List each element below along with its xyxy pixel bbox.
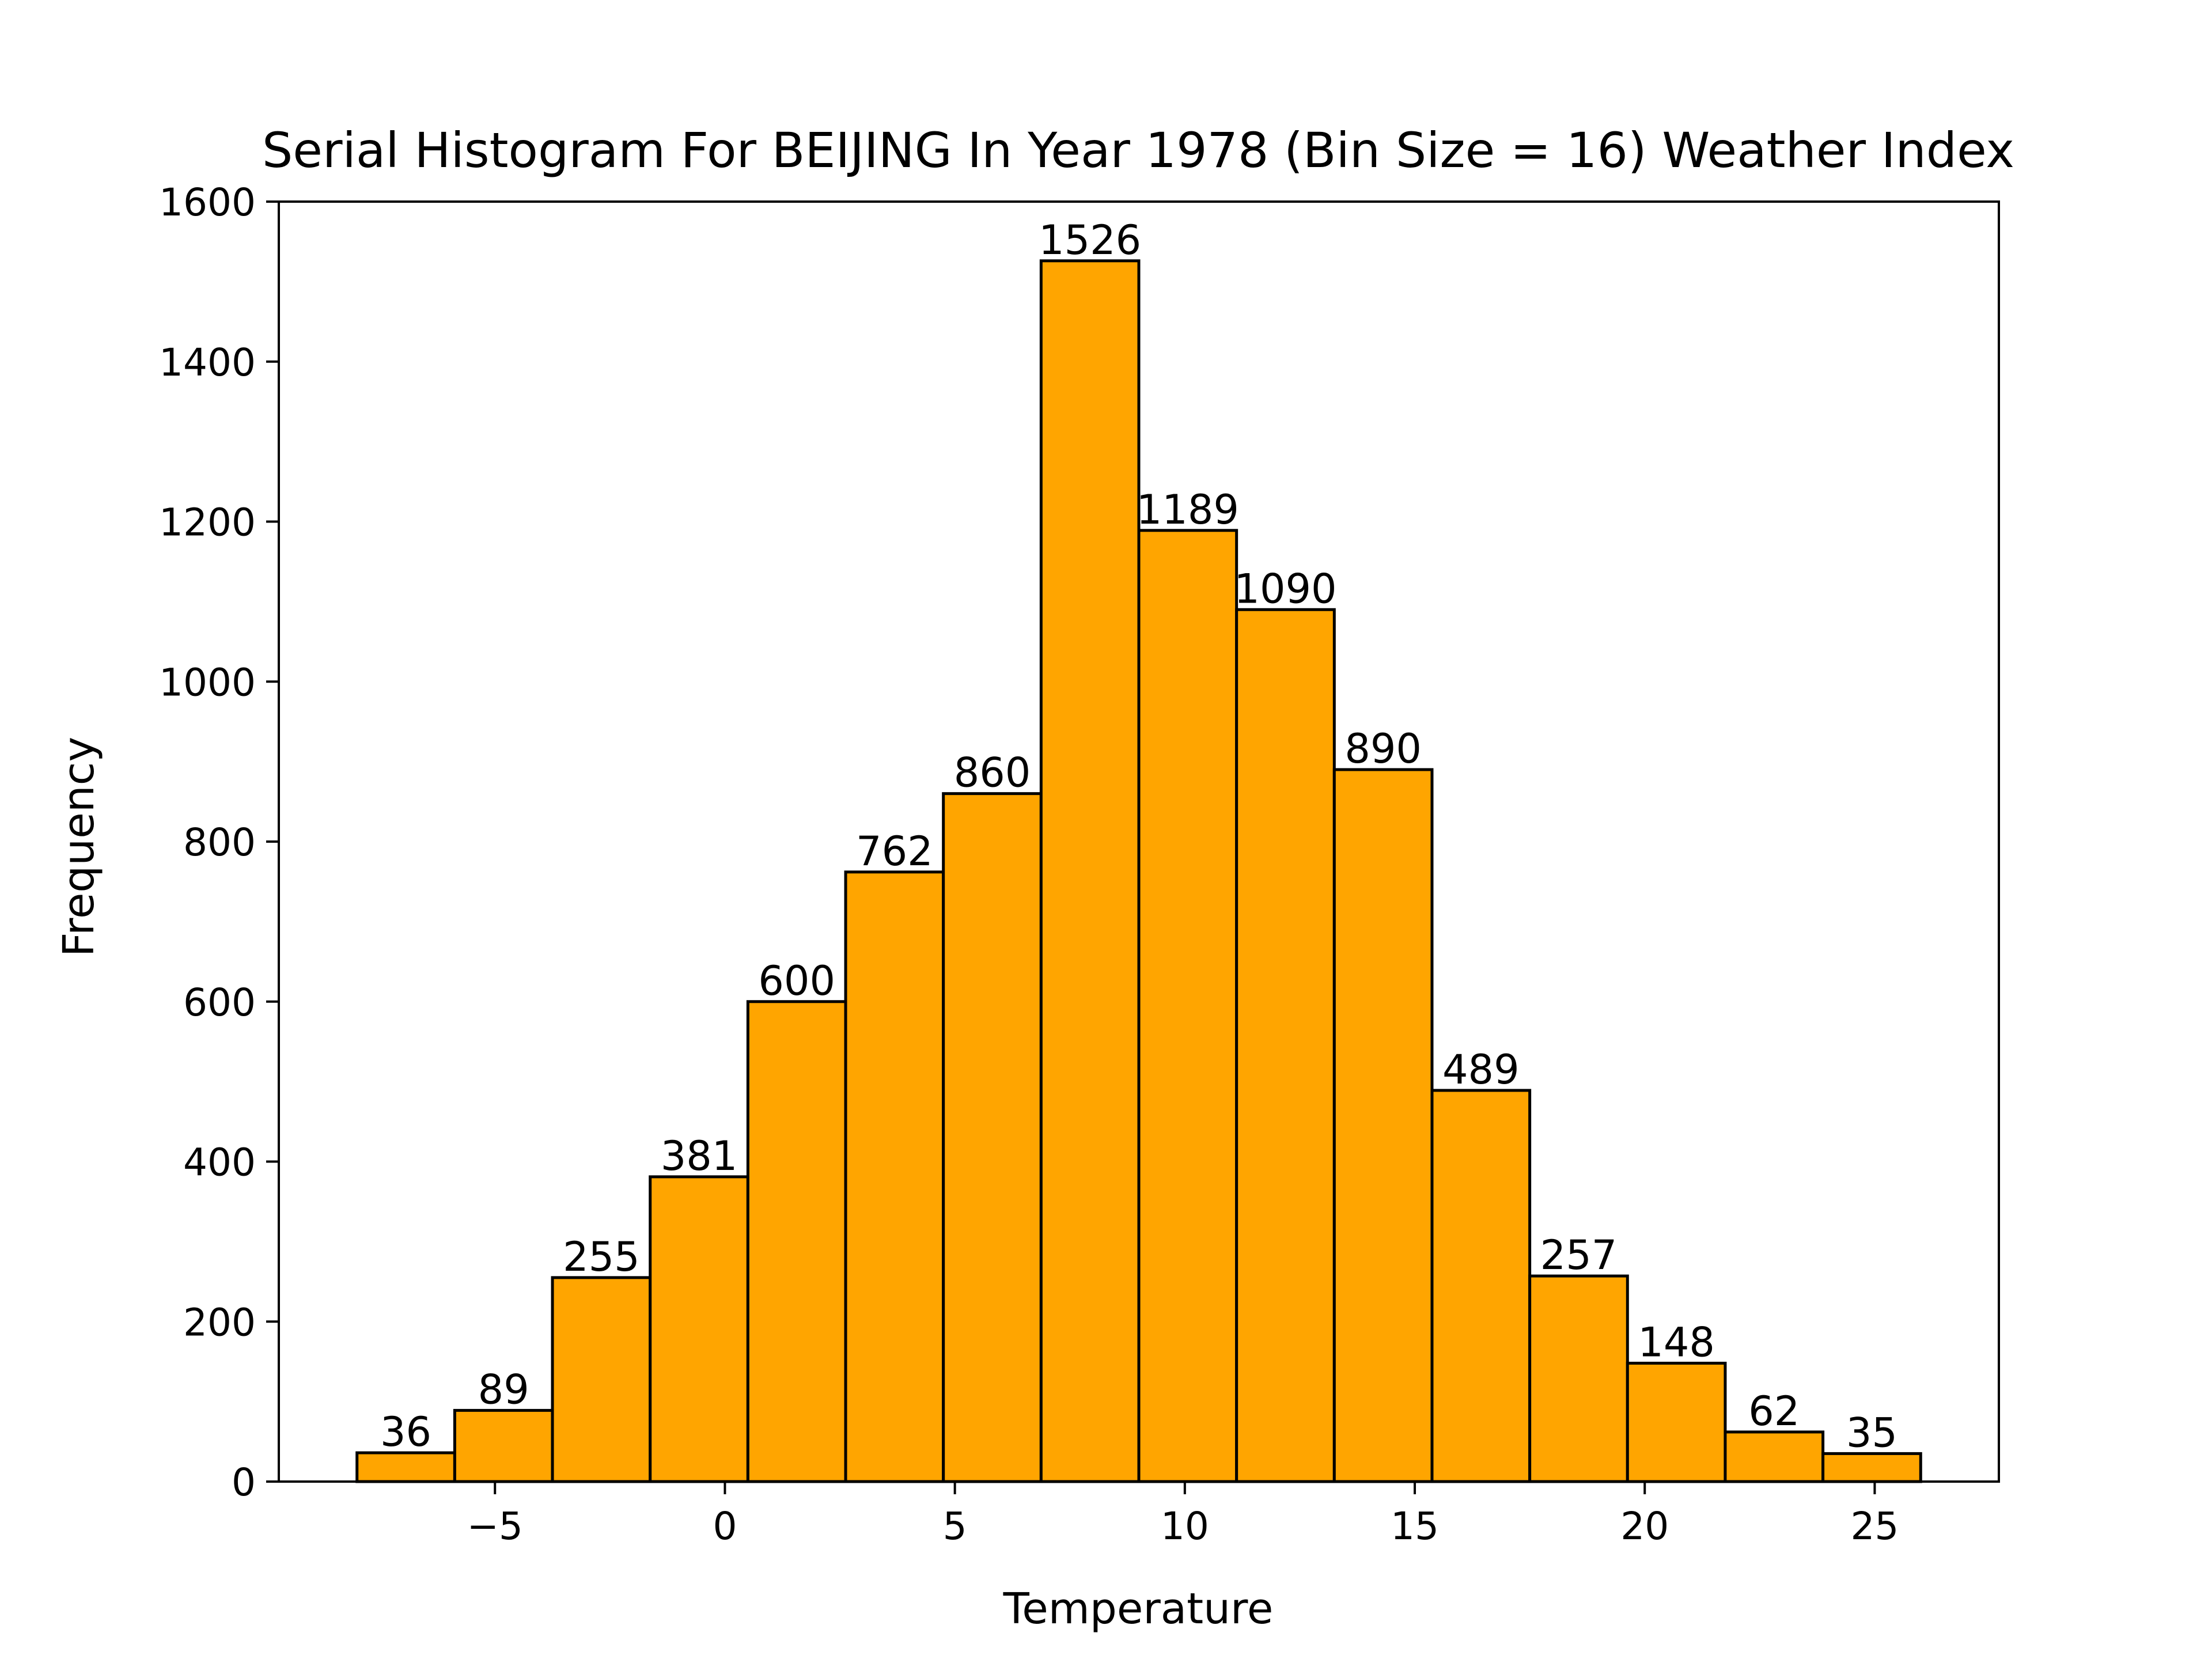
bar-value-label: 1189 [1137, 486, 1239, 533]
x-tick-label: 15 [1391, 1504, 1439, 1548]
x-tick-label: 20 [1620, 1504, 1669, 1548]
bar-value-label: 1526 [1039, 217, 1141, 264]
x-tick-label: 10 [1161, 1504, 1209, 1548]
bar-value-label: 489 [1442, 1046, 1520, 1093]
histogram-bar [649, 1175, 749, 1483]
y-tick-label: 600 [183, 980, 256, 1025]
x-tick-label: −5 [467, 1504, 523, 1548]
histogram-bar [746, 1000, 847, 1483]
histogram-bar [453, 1408, 554, 1483]
bar-value-label: 381 [661, 1132, 738, 1180]
histogram-bar [551, 1276, 652, 1483]
bar-value-label: 35 [1846, 1409, 1897, 1456]
y-tick-label: 1000 [159, 660, 256, 704]
y-tick-label: 400 [183, 1141, 256, 1185]
bar-labels-layer: 36 89 255 381 600 762 860 1526 1189 1090 890 489 257… [380, 217, 1897, 1457]
y-tick-label: 1200 [159, 501, 256, 545]
x-tick-label: 25 [1850, 1504, 1899, 1548]
bar-value-label: 257 [1540, 1232, 1618, 1279]
y-tick-label: 200 [183, 1300, 256, 1344]
bar-value-label: 36 [380, 1408, 431, 1456]
bar-value-label: 762 [856, 828, 933, 875]
x-axis: −5 0 5 10 15 20 25 [467, 1482, 1899, 1548]
histogram-bar [1626, 1361, 1727, 1483]
x-tick-label: 0 [713, 1504, 737, 1548]
y-tick-label: 0 [232, 1460, 256, 1505]
histogram-bar [1235, 608, 1336, 1483]
histogram-bar [1137, 529, 1238, 1483]
bars-layer [355, 259, 1922, 1483]
bar-value-label: 255 [563, 1233, 640, 1281]
chart-title: Serial Histogram For BEIJING In Year 197… [262, 122, 2014, 179]
histogram-bar [1332, 768, 1434, 1483]
x-axis-label: Temperature [1003, 1584, 1274, 1634]
y-tick-label: 800 [183, 820, 256, 865]
bar-value-label: 148 [1638, 1319, 1715, 1366]
histogram-bar [1724, 1430, 1825, 1483]
y-tick-label: 1600 [159, 180, 256, 225]
histogram-bar [1430, 1089, 1532, 1483]
histogram-bar [942, 792, 1043, 1483]
histogram-bar [355, 1451, 456, 1483]
bar-value-label: 1090 [1234, 565, 1336, 612]
bar-value-label: 89 [478, 1366, 529, 1413]
bar-value-label: 600 [758, 957, 835, 1005]
y-tick-label: 1400 [159, 340, 256, 385]
y-axis: 0 200 400 600 800 1000 1200 1400 1600 [159, 180, 279, 1505]
histogram-bar [1821, 1452, 1922, 1483]
bar-value-label: 860 [954, 749, 1031, 797]
x-tick-label: 5 [943, 1504, 967, 1548]
y-axis-label: Frequency [54, 737, 104, 957]
histogram-bar [1528, 1274, 1629, 1483]
histogram-bar [844, 870, 945, 1483]
bar-value-label: 890 [1344, 725, 1422, 772]
bar-value-label: 62 [1748, 1388, 1800, 1435]
histogram-bar [1039, 259, 1141, 1483]
